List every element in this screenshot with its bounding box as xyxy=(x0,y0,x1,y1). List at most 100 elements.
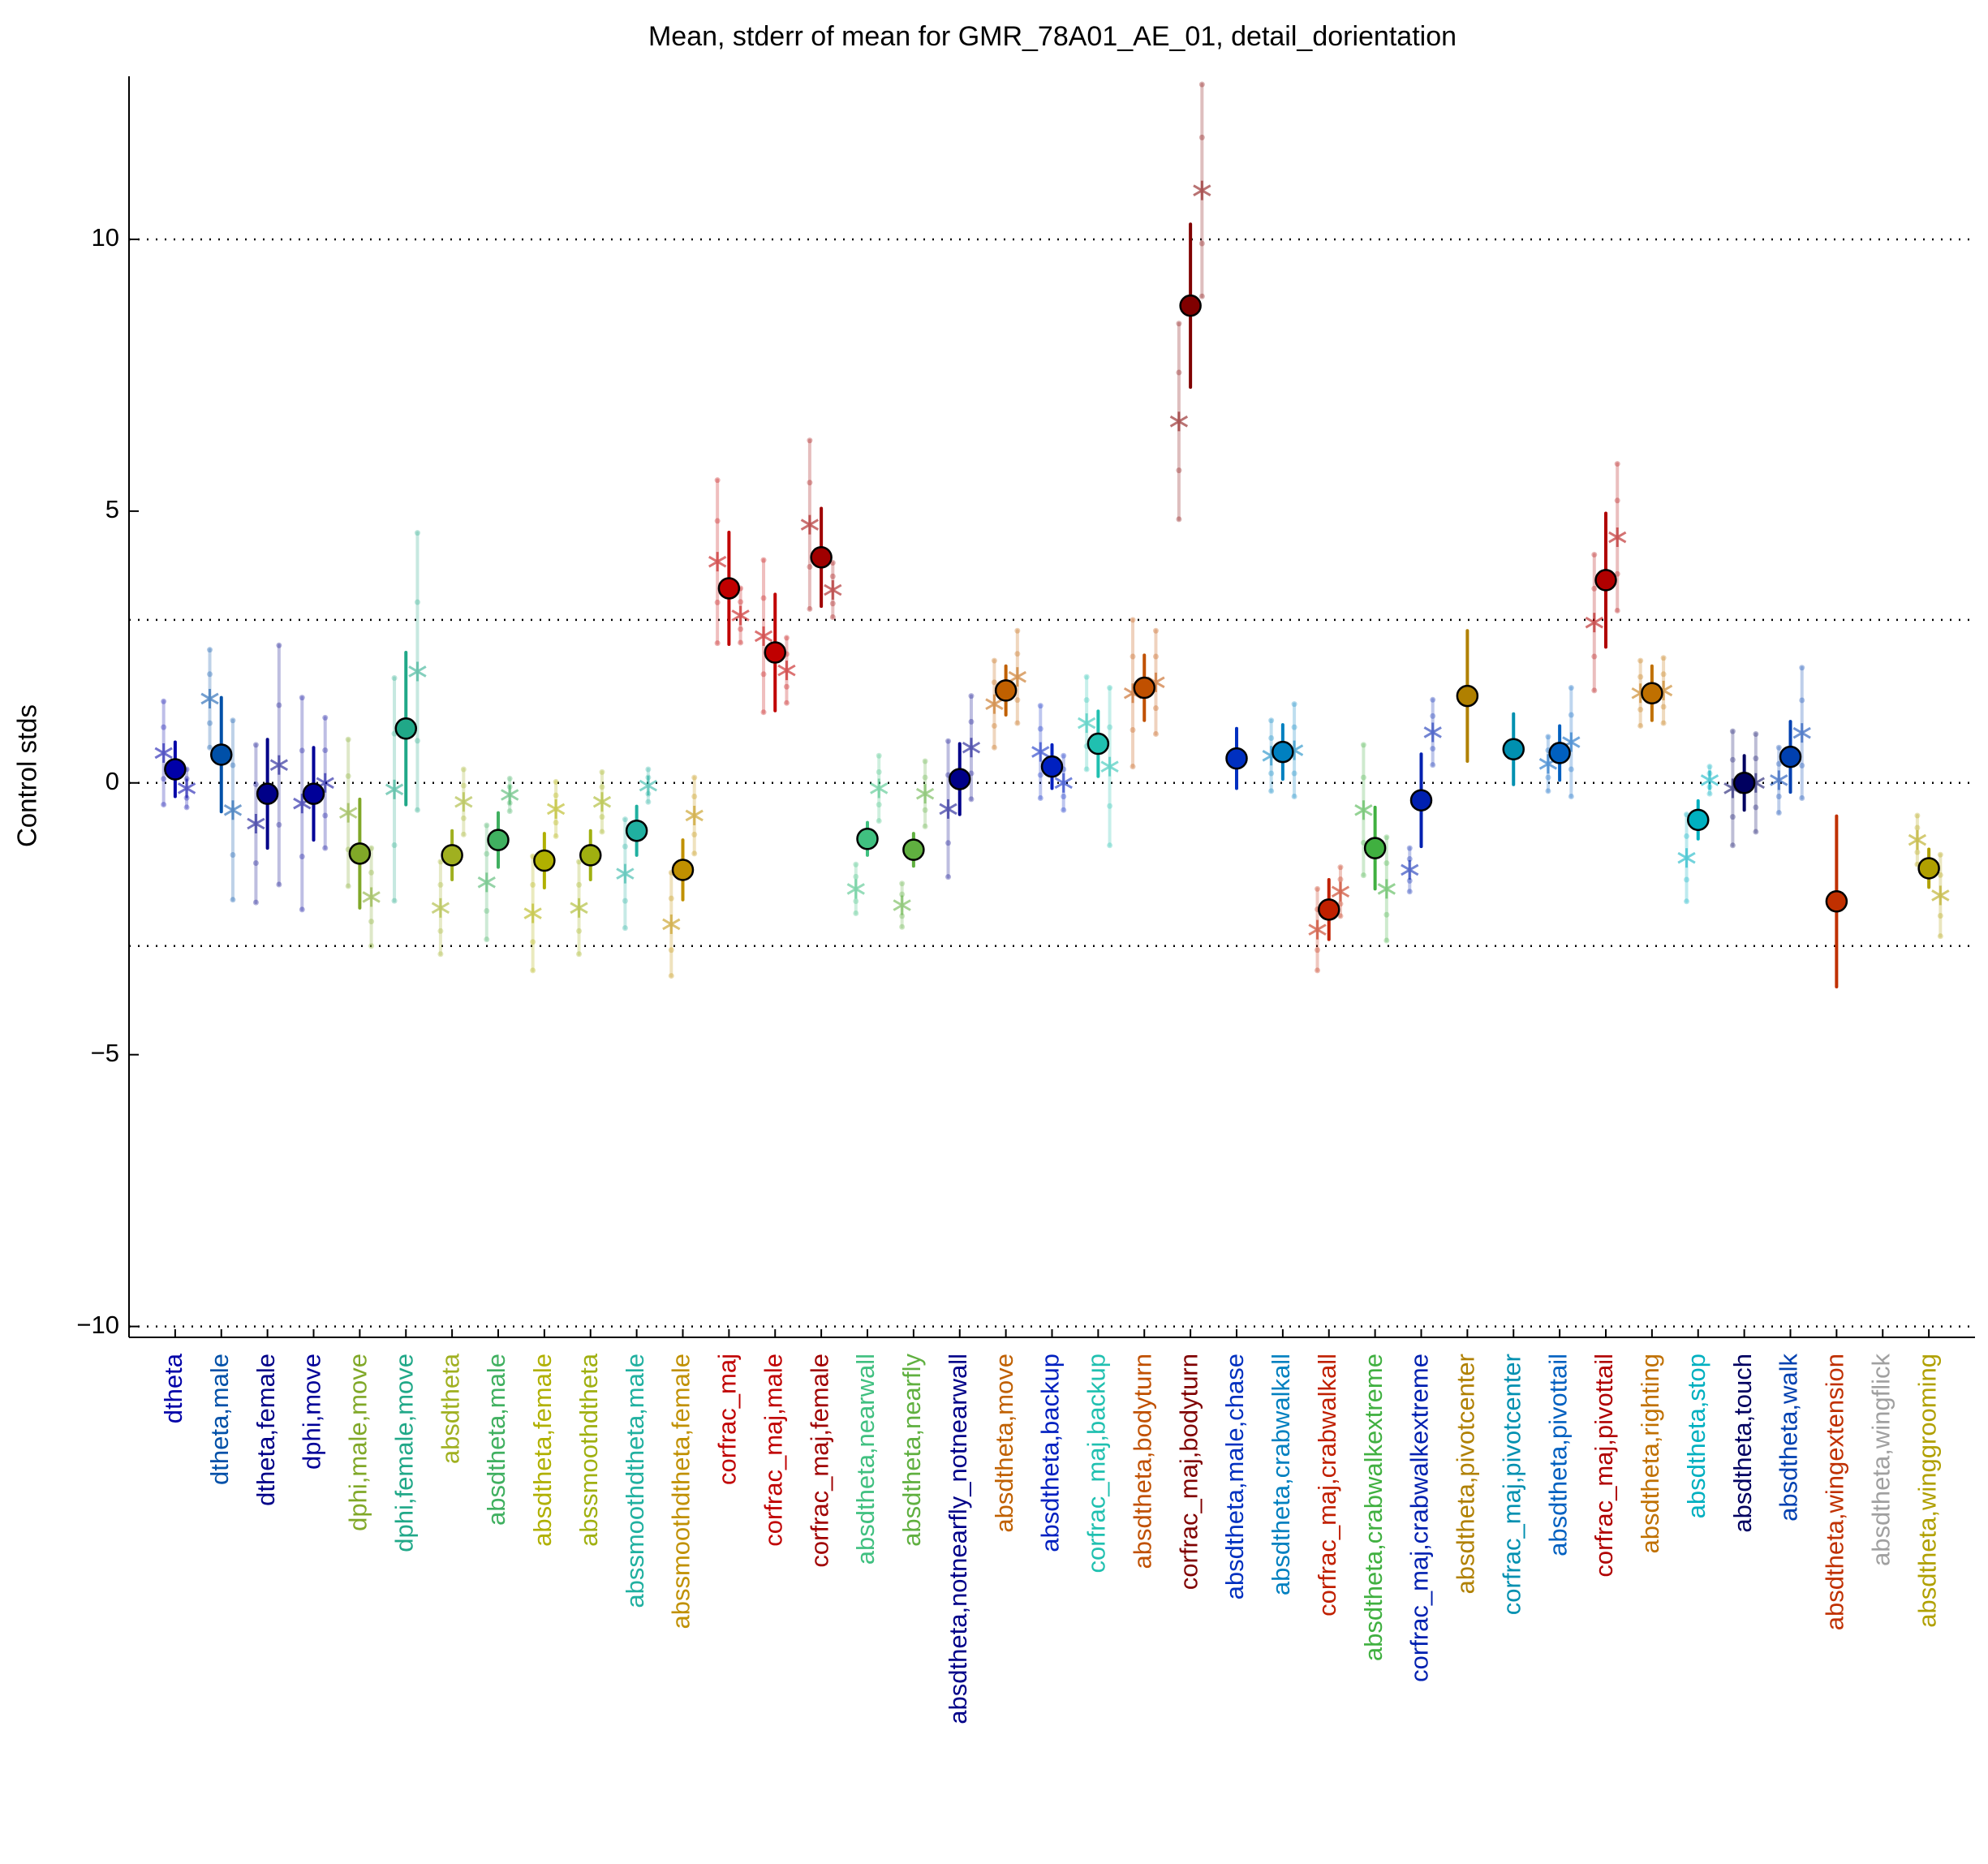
mean-marker xyxy=(1917,857,1940,880)
x-tick-label: abssmoothdtheta,female xyxy=(667,1354,695,1629)
error-dot xyxy=(1545,788,1551,794)
asterisk xyxy=(1193,180,1211,200)
error-dot xyxy=(714,518,721,524)
error-dot xyxy=(1406,889,1413,895)
asterisk-arm xyxy=(454,795,473,808)
asterisk xyxy=(546,799,566,819)
asterisk xyxy=(777,661,796,681)
error-dot xyxy=(1037,772,1043,778)
error-dot xyxy=(1014,697,1021,704)
error-dot xyxy=(1660,655,1667,661)
error-dot xyxy=(1083,674,1090,680)
asterisk-arm xyxy=(1331,885,1350,898)
error-dot xyxy=(1061,752,1067,759)
error-dot xyxy=(484,936,490,943)
error-dot xyxy=(945,738,952,744)
error-dot xyxy=(530,967,536,974)
x-tick-label: dphi,move xyxy=(298,1354,326,1470)
error-dot xyxy=(1637,706,1644,712)
error-dot xyxy=(506,775,513,781)
error-dot xyxy=(738,626,744,632)
mean-marker xyxy=(302,782,325,805)
asterisk-arm xyxy=(662,918,681,931)
error-dot xyxy=(460,766,467,773)
error-dot xyxy=(922,807,928,813)
error-dot xyxy=(668,973,674,979)
asterisk-arm xyxy=(915,787,935,800)
error-dot xyxy=(1775,810,1782,816)
error-dot xyxy=(1291,794,1297,800)
asterisk-arm xyxy=(1354,803,1373,816)
error-dot xyxy=(1130,653,1136,660)
error-dot xyxy=(322,714,329,721)
asterisk xyxy=(1078,713,1096,734)
error-dot xyxy=(161,698,167,704)
error-dot xyxy=(437,881,444,888)
error-dot xyxy=(1914,849,1921,855)
error-dot xyxy=(1360,774,1366,781)
error-dot xyxy=(1430,762,1436,768)
error-dot xyxy=(391,842,398,848)
x-tick-label: corfrac_maj,pivotcenter xyxy=(1497,1354,1525,1615)
error-dot xyxy=(599,814,605,820)
asterisk xyxy=(570,898,588,918)
error-dot xyxy=(1198,240,1205,247)
error-dot xyxy=(599,784,605,790)
asterisk-arm xyxy=(408,665,427,678)
error-dot xyxy=(991,679,997,686)
error-dot xyxy=(1775,794,1782,800)
error-dot xyxy=(252,781,259,787)
asterisk-arm xyxy=(269,759,288,771)
x-tick-label: abssmoothdtheta xyxy=(574,1353,603,1547)
error-dot xyxy=(1198,81,1205,88)
asterisk-arm xyxy=(247,817,265,830)
error-dot xyxy=(1591,551,1598,557)
error-dot xyxy=(1614,607,1620,613)
mean-marker xyxy=(1179,294,1202,317)
error-dot xyxy=(484,822,490,829)
error-dot xyxy=(252,860,259,867)
error-dot xyxy=(1799,762,1805,768)
error-dot xyxy=(1383,911,1390,918)
error-dot xyxy=(1037,725,1043,732)
asterisk xyxy=(1585,613,1603,633)
error-dot xyxy=(437,951,444,958)
mean-marker xyxy=(164,758,187,781)
mean-marker xyxy=(1548,742,1571,764)
error-dot xyxy=(1637,722,1644,729)
asterisk-arm xyxy=(1169,415,1189,428)
error-dot xyxy=(945,874,952,880)
x-tick-label: absdtheta,male xyxy=(482,1354,510,1526)
error-dot xyxy=(760,595,767,601)
error-dot xyxy=(991,744,997,751)
error-dot xyxy=(1753,804,1759,811)
error-dot xyxy=(1729,756,1736,763)
error-dot xyxy=(760,709,767,716)
error-dot xyxy=(1291,701,1297,708)
asterisk-arm xyxy=(1423,726,1442,738)
x-tick-label: corfrac_maj,crabwalkextreme xyxy=(1405,1354,1434,1682)
error-dot xyxy=(714,599,721,605)
asterisk-arm xyxy=(1054,777,1073,790)
error-dot xyxy=(738,639,744,646)
error-dot xyxy=(807,564,813,570)
error-dot xyxy=(714,477,721,484)
error-dot xyxy=(1430,712,1436,719)
error-dot xyxy=(1061,794,1067,800)
error-dot xyxy=(1152,705,1159,712)
error-dot xyxy=(530,881,536,888)
mean-marker xyxy=(856,828,879,850)
error-dot xyxy=(1107,685,1113,691)
error-dot xyxy=(1753,756,1759,762)
error-dot xyxy=(553,820,559,826)
x-tick-label: absdtheta,bodyturn xyxy=(1128,1354,1156,1569)
x-tick-label: absdtheta,winggrooming xyxy=(1913,1354,1941,1628)
asterisk-arm xyxy=(731,609,750,622)
error-dot xyxy=(1706,790,1713,797)
mean-marker xyxy=(1594,569,1617,592)
x-tick-label: corfrac_maj,female xyxy=(805,1354,833,1568)
mean-marker xyxy=(348,842,372,865)
asterisk-arm xyxy=(223,803,243,816)
error-dot xyxy=(1729,814,1736,820)
